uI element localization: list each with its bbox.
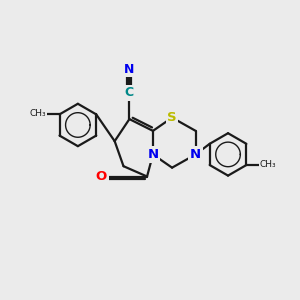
Text: S: S: [167, 111, 177, 124]
Text: O: O: [96, 170, 107, 183]
Text: C: C: [125, 86, 134, 99]
Text: N: N: [124, 62, 135, 76]
Text: CH₃: CH₃: [260, 160, 277, 169]
Text: N: N: [190, 148, 201, 161]
Text: CH₃: CH₃: [29, 109, 46, 118]
Text: N: N: [147, 148, 158, 161]
